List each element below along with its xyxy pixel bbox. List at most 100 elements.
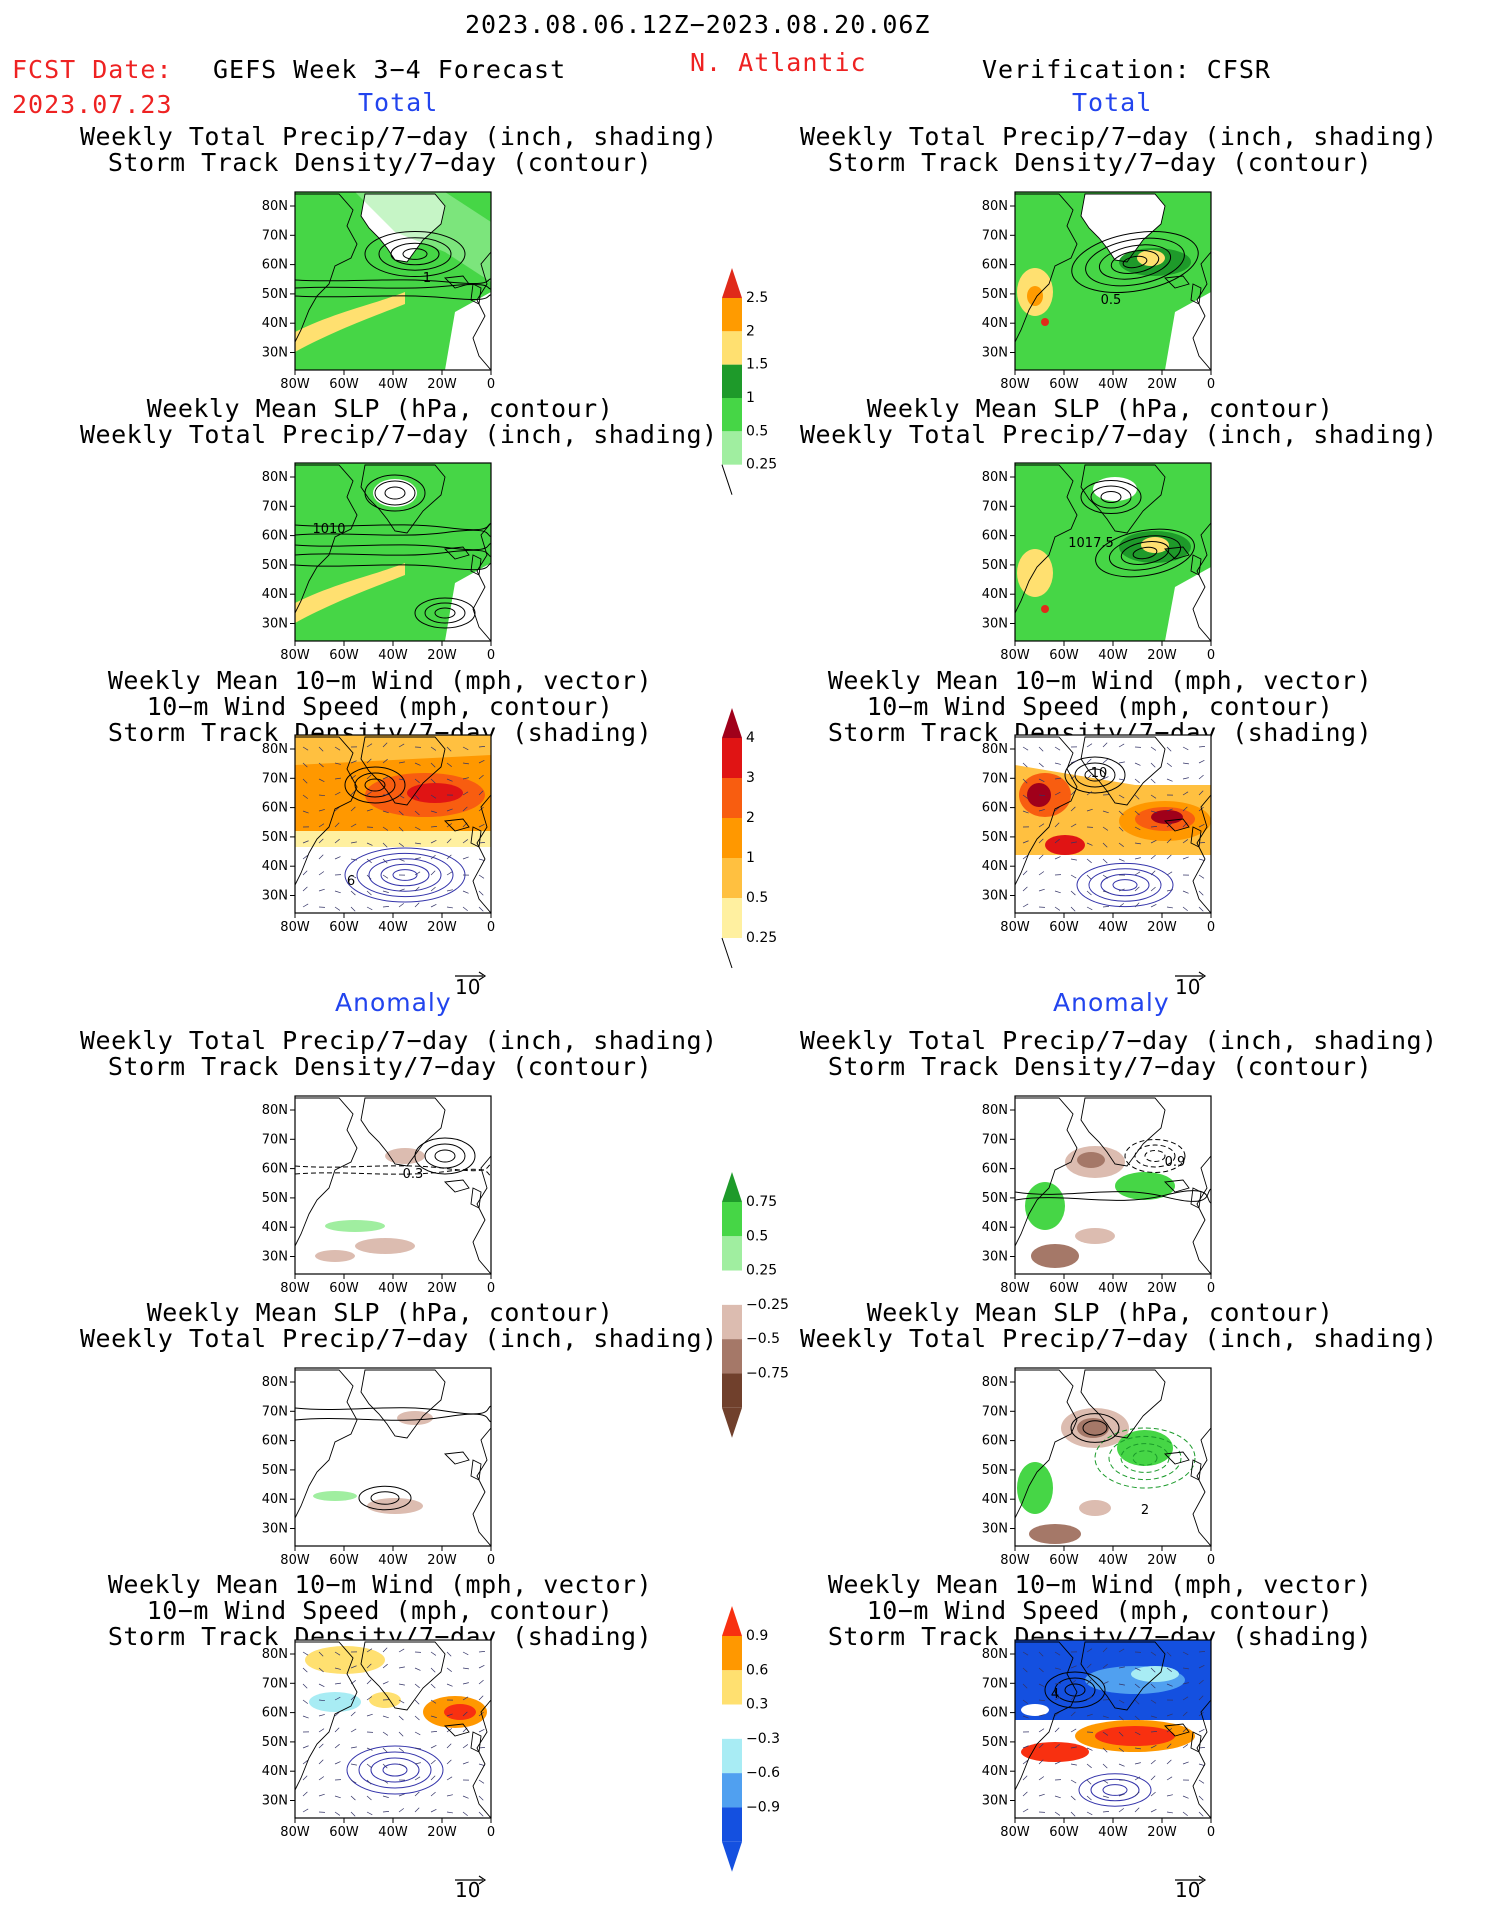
colorbar-segment <box>722 1236 742 1271</box>
colorbar-segment <box>722 818 742 858</box>
title-right-6: Weekly Mean 10−m Wind (mph, vector) 10−m… <box>827 1570 1373 1651</box>
lon-tick-label: 0 <box>1207 1553 1215 1568</box>
lat-tick-label: 60N <box>982 258 1008 273</box>
lat-tick-label: 80N <box>262 742 288 757</box>
title-right-2: Weekly Mean SLP (hPa, contour) Weekly To… <box>800 394 1438 449</box>
contour-label: 10 <box>1091 766 1108 781</box>
lat-tick-label: 70N <box>262 228 288 243</box>
lon-tick-label: 60W <box>329 1825 359 1840</box>
colorbar-segment <box>722 398 742 432</box>
lon-tick-label: 60W <box>1049 1281 1079 1296</box>
colorbar-label: 1 <box>746 850 755 866</box>
map-p10: 0.9 80N 70N 60N 50N 40N 30N 80W 60W 40W 20W 0 <box>982 1095 1215 1296</box>
lon-tick-label: 40W <box>1098 920 1128 935</box>
map-p8: 1017.5 80N 70N 60N 50N 40N 30N 80W 60W 40W 20W 0 <box>982 462 1215 663</box>
lon-tick-label: 80W <box>280 1825 310 1840</box>
colorbar-segment <box>722 738 742 778</box>
colorbar-segment <box>722 1670 742 1705</box>
lon-tick-label: 0 <box>1207 1825 1215 1840</box>
map-p6: 80N 70N 60N 50N 40N 30N 80W 60W 40W 20W 0 <box>262 1639 495 1840</box>
contour-label: 2 <box>1141 1503 1149 1518</box>
lat-tick-label: 60N <box>982 1162 1008 1177</box>
colorbar-segment <box>722 778 742 818</box>
lat-tick-label: 80N <box>262 1375 288 1390</box>
lat-tick-label: 40N <box>982 1764 1008 1779</box>
colorbar-label: 2 <box>746 323 755 339</box>
colorbar-label: 1 <box>746 390 755 406</box>
left-anomaly-label: Anomaly <box>335 988 452 1017</box>
lat-tick-label: 40N <box>982 316 1008 331</box>
lon-tick-label: 80W <box>280 648 310 663</box>
lon-tick-label: 60W <box>1049 1553 1079 1568</box>
map-p12: 4 80N 70N 60N 50N 40N 30N 80W 60W 40W 20W 0 <box>982 1639 1215 1840</box>
colorbar-label: 1.5 <box>746 357 768 373</box>
colorbar-precip-total: 2.5 2 1.5 1 0.5 0.25 <box>721 268 812 528</box>
contour-label: 0.9 <box>1165 1155 1186 1170</box>
contour-label: 6 <box>347 874 355 889</box>
lon-tick-label: 60W <box>1049 1825 1079 1840</box>
colorbar-track-total: 4 3 2 1 0.5 0.25 <box>721 708 812 1008</box>
colorbar-segment <box>722 1373 742 1408</box>
lat-tick-label: 80N <box>262 199 288 214</box>
lat-tick-label: 60N <box>262 801 288 816</box>
lat-tick-label: 30N <box>262 1250 288 1265</box>
vector-ref-arrow <box>455 1870 487 1889</box>
lat-tick-label: 40N <box>262 587 288 602</box>
contour-label: 1010 <box>312 522 345 537</box>
lat-tick-label: 30N <box>982 1250 1008 1265</box>
lon-tick-label: 20W <box>1147 1553 1177 1568</box>
lon-tick-label: 60W <box>329 648 359 663</box>
lat-tick-label: 30N <box>982 617 1008 632</box>
colorbar-label: 0.9 <box>746 1628 768 1644</box>
lon-tick-label: 20W <box>427 1553 457 1568</box>
map-panel-p2: 1010 80N 70N 60N 50N 40N 30N 80W 60W 40W 20W 0 <box>262 462 495 663</box>
period-title: 2023.08.06.12Z−2023.08.20.06Z <box>465 10 931 39</box>
colorbar-label: −0.75 <box>746 1365 789 1381</box>
title-left-1: Weekly Total Precip/7−day (inch, shading… <box>80 122 718 177</box>
colorbar-segment <box>722 1270 742 1305</box>
lat-tick-label: 60N <box>262 1706 288 1721</box>
lat-tick-label: 50N <box>982 1463 1008 1478</box>
vector-ref-left-2: 10 <box>455 1878 481 1902</box>
lat-tick-label: 50N <box>262 558 288 573</box>
lat-tick-label: 80N <box>982 742 1008 757</box>
colorbar-segment <box>722 1773 742 1808</box>
colorbar-segment <box>722 431 742 465</box>
map-panel-p9: 10 80N 70N 60N 50N 40N 30N 80W 60W 40W 20W 0 <box>982 734 1215 935</box>
lat-tick-label: 30N <box>262 1522 288 1537</box>
map-panel-p8: 1017.5 80N 70N 60N 50N 40N 30N 80W 60W 40W 20W 0 <box>982 462 1215 663</box>
vector-ref-arrow <box>1175 1870 1207 1889</box>
map-p11: 2 80N 70N 60N 50N 40N 30N 80W 60W 40W 20W 0 <box>982 1367 1215 1568</box>
colorbar-segment <box>722 364 742 398</box>
lon-tick-label: 80W <box>280 377 310 392</box>
colorbar-label: 0.5 <box>746 423 768 439</box>
contour-label: 0.5 <box>1101 293 1122 308</box>
lon-tick-label: 20W <box>427 1281 457 1296</box>
colorbar-label: −0.5 <box>746 1331 780 1347</box>
title-left-6: Weekly Mean 10−m Wind (mph, vector) 10−m… <box>107 1570 653 1651</box>
lat-tick-label: 70N <box>982 1676 1008 1691</box>
contour-label: 0.3 <box>403 1167 424 1182</box>
colorbar-label: 0.5 <box>746 890 768 906</box>
lon-tick-label: 60W <box>1049 377 1079 392</box>
map-p4: 0.3 80N 70N 60N 50N 40N 30N 80W 60W 40W 20W 0 <box>262 1095 495 1296</box>
lat-tick-label: 40N <box>262 1764 288 1779</box>
lat-tick-label: 70N <box>262 499 288 514</box>
colorbar-label: 2 <box>746 810 755 826</box>
lat-tick-label: 60N <box>262 1162 288 1177</box>
colorbar-segment <box>722 858 742 898</box>
lon-tick-label: 40W <box>378 1281 408 1296</box>
lat-tick-label: 60N <box>262 1434 288 1449</box>
colorbar-label: −0.25 <box>746 1297 789 1313</box>
lon-tick-label: 60W <box>329 1281 359 1296</box>
lat-tick-label: 50N <box>262 830 288 845</box>
fcst-date-value: 2023.07.23 <box>12 90 173 119</box>
left-total-label: Total <box>358 88 439 117</box>
contour-label: 1 <box>423 271 431 286</box>
lon-tick-label: 40W <box>378 1825 408 1840</box>
lat-tick-label: 60N <box>982 801 1008 816</box>
lon-tick-label: 0 <box>487 920 495 935</box>
lat-tick-label: 70N <box>262 1404 288 1419</box>
map-panel-p12: 4 80N 70N 60N 50N 40N 30N 80W 60W 40W 20W 0 <box>982 1639 1215 1840</box>
lon-tick-label: 20W <box>1147 1825 1177 1840</box>
